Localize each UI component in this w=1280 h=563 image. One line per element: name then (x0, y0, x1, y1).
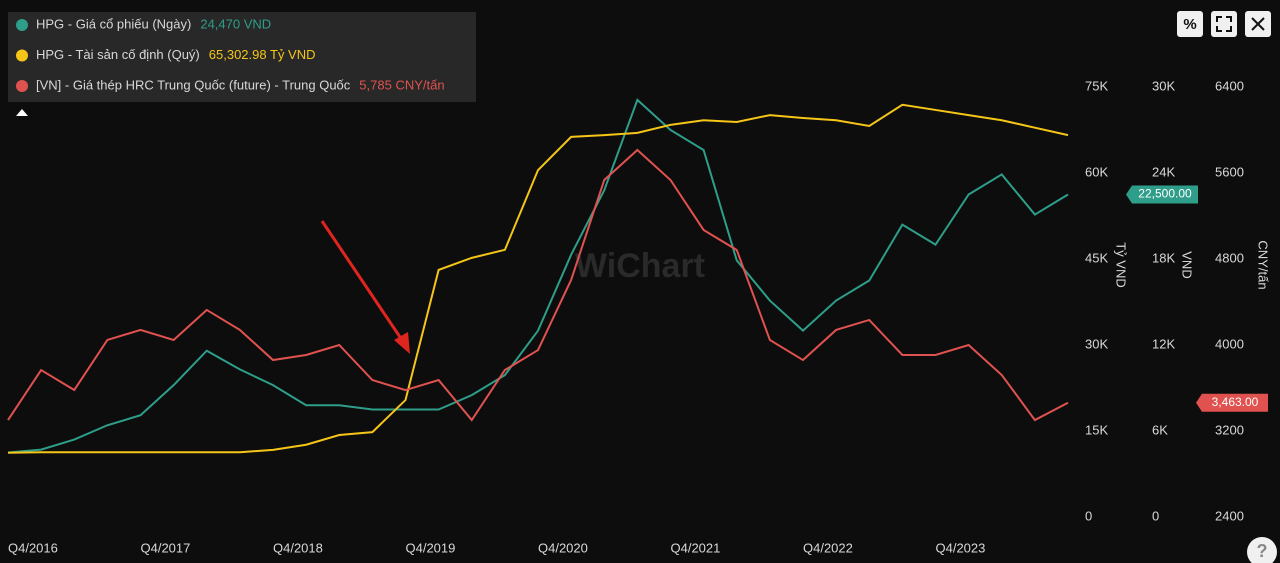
y-tick-label: 6400 (1215, 78, 1244, 93)
y-tick-label: 75K (1085, 78, 1108, 93)
x-tick-label: Q4/2016 (8, 540, 58, 555)
help-label: ? (1257, 541, 1268, 561)
legend-box (8, 12, 476, 102)
value-flag-label: 22,500.00 (1138, 187, 1192, 201)
legend-name: HPG - Giá cổ phiếu (Ngày) (36, 16, 191, 31)
x-tick-label: Q4/2022 (803, 540, 853, 555)
axis-label: Tỷ VND (1114, 242, 1129, 288)
percent-label: % (1183, 16, 1196, 33)
y-tick-label: 30K (1152, 78, 1175, 93)
line (7, 103, 1069, 454)
collapse-icon[interactable] (16, 109, 28, 116)
legend-dot (16, 19, 28, 31)
y-tick-label: 0 (1152, 508, 1159, 523)
help-button[interactable] (1247, 537, 1277, 563)
legend-dot (16, 49, 28, 62)
line (7, 98, 1069, 454)
x-tick-label: Q4/2018 (273, 540, 323, 555)
x-tick-label: Q4/2021 (671, 540, 721, 555)
x-tick-label: Q4/2017 (141, 540, 191, 555)
y-tick-label: 12K (1152, 336, 1175, 351)
legend-value: 65,302.98 Tỷ VND (209, 47, 316, 62)
legend-dot (16, 80, 28, 92)
toolbar: % (1177, 11, 1271, 37)
y-tick-label: 60K (1085, 164, 1108, 179)
value-flag-label: 3,463.00 (1212, 395, 1259, 409)
percent-button[interactable] (1177, 11, 1203, 37)
y-tick-label: 0 (1085, 508, 1092, 523)
fullscreen-button[interactable] (1211, 11, 1237, 37)
arrow (320, 220, 404, 341)
value-flag (1126, 185, 1198, 204)
close-icon (1251, 17, 1265, 31)
x-tick-label: Q4/2019 (406, 540, 456, 555)
legend-value: 24,470 VND (200, 16, 271, 31)
y-tick-label: 5600 (1215, 164, 1244, 179)
arrowhead (394, 332, 410, 354)
y-tick-label: 24K (1152, 164, 1175, 179)
y-tick-label: 18K (1152, 250, 1175, 265)
y-tick-label: 3200 (1215, 422, 1244, 437)
line (7, 148, 1069, 422)
value-flag (1196, 393, 1268, 412)
y-tick-label: 4800 (1215, 250, 1244, 265)
y-tick-label: 45K (1085, 250, 1108, 265)
legend-name: [VN] - Giá thép HRC Trung Quốc (future) … (36, 77, 351, 92)
legend-name: HPG - Tài sản cố định (Quý) (36, 47, 200, 62)
y-tick-label: 30K (1085, 336, 1108, 351)
y-tick-label: 2400 (1215, 508, 1244, 523)
watermark: WiChart (575, 247, 705, 285)
legend-value: 5,785 CNY/tấn (359, 77, 444, 92)
y-tick-label: 15K (1085, 422, 1108, 437)
axis-label: CNY/tấn (1256, 240, 1271, 289)
x-tick-label: Q4/2020 (538, 540, 588, 555)
y-tick-label: 4000 (1215, 336, 1244, 351)
axis-label: VND (1180, 251, 1195, 278)
y-tick-label: 6K (1152, 422, 1168, 437)
x-tick-label: Q4/2023 (936, 540, 986, 555)
fullscreen-icon (1216, 16, 1232, 32)
